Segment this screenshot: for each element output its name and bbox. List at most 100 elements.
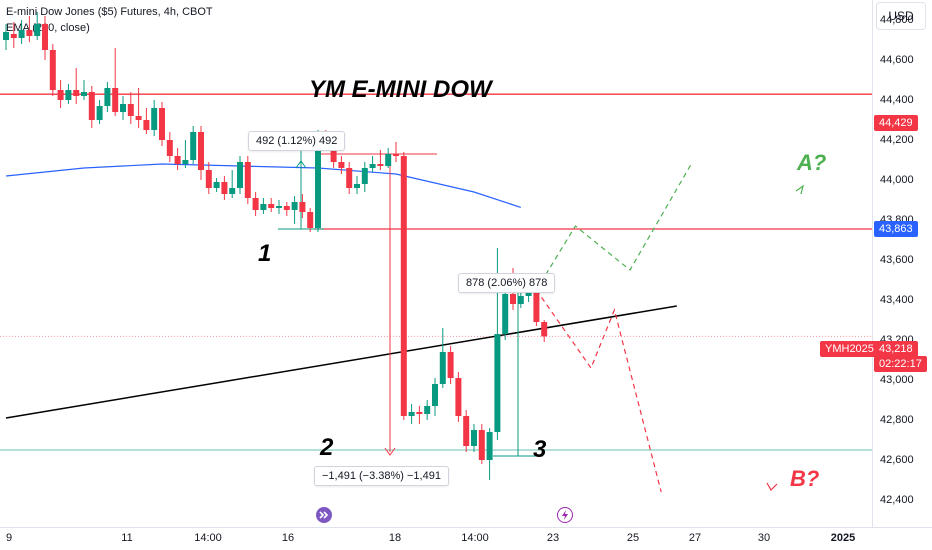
scenario-a-arrow [795, 184, 804, 195]
candle-body [3, 32, 9, 40]
candle-body [478, 430, 485, 460]
wave-label-2[interactable]: 2 [320, 434, 334, 461]
measure-1-arrow [295, 160, 307, 169]
candle-body [26, 30, 33, 36]
candle-body [120, 104, 126, 112]
candle-body [268, 204, 275, 208]
candle-body [127, 104, 134, 116]
candle-body [502, 294, 509, 334]
candle-body [432, 384, 438, 406]
price-tick-label: 43,400 [880, 294, 914, 306]
price-tick-label: 44,800 [880, 14, 914, 26]
candle-body [260, 204, 267, 210]
candle-body [525, 290, 532, 296]
candle-body [65, 90, 72, 100]
price-axis-divider [872, 0, 873, 528]
price-tick-label: 44,600 [880, 54, 914, 66]
time-tick-label: 23 [546, 532, 560, 544]
candle-body [18, 30, 25, 38]
candle-body [221, 182, 228, 194]
scenario-a-label[interactable]: A? [797, 150, 827, 175]
wave-label-1[interactable]: 1 [258, 240, 272, 267]
price-tick-label: 43,000 [880, 374, 914, 386]
forward-event-icon[interactable] [316, 507, 332, 523]
wave-label-3[interactable]: 3 [533, 436, 547, 463]
time-tick-label: 18 [388, 532, 402, 544]
time-tick-label: 30 [757, 532, 771, 544]
candle-body [198, 132, 204, 170]
currency-button[interactable]: USD [876, 2, 926, 30]
ema-price-tag: 43,863 [874, 221, 918, 237]
measure-callout-3[interactable]: 878 (2.06%) 878 [458, 273, 556, 293]
candle-body [541, 322, 548, 337]
lightning-event-icon[interactable] [557, 507, 573, 523]
candle-body [34, 24, 41, 36]
candle-body [510, 294, 516, 304]
ema-200-line [5, 163, 521, 208]
price-tick-label: 42,800 [880, 414, 914, 426]
trendline [5, 305, 677, 419]
candle-body [315, 133, 321, 228]
time-tick-label: 16 [281, 532, 295, 544]
candle-body [135, 116, 142, 120]
candle-body [291, 202, 298, 210]
candle-body [361, 168, 368, 184]
candle-body [385, 154, 392, 166]
price-tick-label: 42,600 [880, 454, 914, 466]
candle-body [159, 108, 165, 140]
candle-body [213, 182, 220, 188]
chart-title-annotation[interactable]: YM E-MINI DOW [309, 76, 492, 103]
time-tick-label: 25 [626, 532, 640, 544]
price-tick-label: 42,400 [880, 494, 914, 506]
candle-body [88, 92, 95, 120]
candle-body [205, 170, 212, 188]
candle-body [151, 108, 158, 130]
time-tick-label: 2025 [830, 532, 856, 544]
scenario-a-path [535, 161, 693, 291]
candle-body [447, 352, 454, 378]
candle-body [104, 88, 111, 106]
candle-body [182, 160, 189, 164]
candle-body [229, 188, 236, 194]
candle-body [330, 144, 337, 162]
candle-body [143, 120, 150, 130]
candle-body [73, 90, 80, 96]
candle-body [346, 168, 353, 188]
candle-body [112, 88, 119, 112]
candle-body [533, 290, 540, 322]
candle-body [354, 184, 360, 188]
candle-body [307, 212, 314, 228]
candle-body [416, 412, 423, 414]
measure-callout-1[interactable]: 492 (1.12%) 492 [248, 131, 346, 151]
scenario-b-path [535, 289, 662, 493]
last-price-tag: 43,218 [874, 341, 918, 357]
measure-callout-2[interactable]: −1,491 (−3.38%) −1,491 [314, 466, 449, 486]
chart-header-title: E-mini Dow Jones ($5) Futures, 4h, CBOT [6, 6, 213, 18]
candle-body [393, 154, 399, 156]
time-tick-label: 11 [121, 532, 133, 544]
time-axis-divider [0, 527, 932, 528]
candle-body [486, 432, 493, 460]
candle-body [400, 156, 407, 416]
candle-body [57, 90, 64, 100]
candle-body [463, 416, 470, 446]
price-tick-label: 44,400 [880, 94, 914, 106]
candle-body [338, 162, 345, 168]
price-tick-label: 44,000 [880, 174, 914, 186]
candle-body [166, 140, 173, 156]
time-tick-label: 14:00 [461, 532, 489, 544]
candle-body [455, 378, 462, 416]
scenario-b-label[interactable]: B? [790, 466, 820, 491]
symbol-tag: YMH2025 [820, 341, 879, 357]
price-tick-label: 44,200 [880, 134, 914, 146]
price-tick-label: 43,600 [880, 254, 914, 266]
candle-body [49, 50, 56, 90]
candle-body [81, 92, 87, 96]
candle-body [494, 334, 501, 432]
candle-body [283, 206, 290, 210]
time-tick-label: 14:00 [194, 532, 222, 544]
candle-body [96, 106, 103, 120]
candle-body [369, 164, 376, 168]
